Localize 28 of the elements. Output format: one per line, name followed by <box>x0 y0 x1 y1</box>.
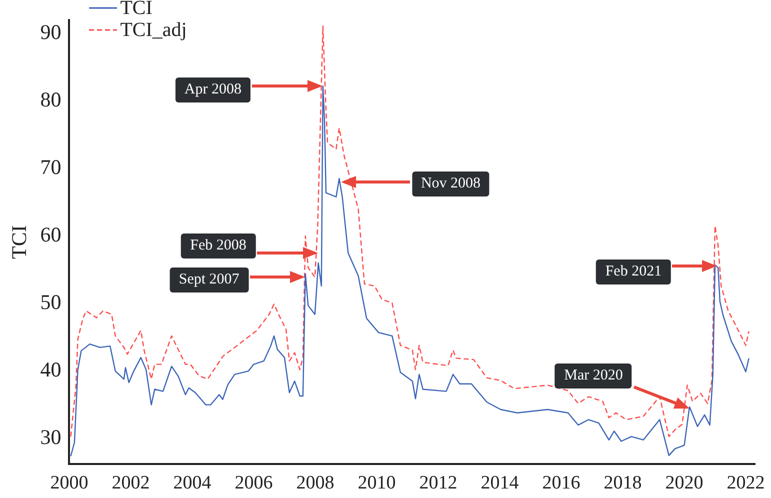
x-tick-label: 2010 <box>358 472 396 494</box>
y-tick-label: 70 <box>40 155 62 180</box>
y-tick-label: 30 <box>40 425 62 450</box>
legend-label: TCI <box>120 0 152 19</box>
callout-label: Sept 2007 <box>170 267 248 292</box>
y-tick-label: 60 <box>40 222 62 247</box>
x-tick-label: 2008 <box>296 472 334 494</box>
y-tick-label: 90 <box>40 20 62 44</box>
callout-label: Apr 2008 <box>175 78 250 103</box>
x-tick-label: 2004 <box>173 472 212 494</box>
y-tick-label: 40 <box>40 358 62 382</box>
callout-label: Mar 2020 <box>555 364 632 389</box>
x-tick-label: 2016 <box>542 472 580 494</box>
callout-label: Nov 2008 <box>412 172 490 197</box>
callout-label: Feb 2008 <box>181 233 256 258</box>
y-tick-label: 80 <box>40 88 62 112</box>
x-tick-label: 2002 <box>112 472 150 494</box>
x-tick-label: 2006 <box>234 472 273 494</box>
y-axis-title: TCI <box>7 225 32 260</box>
x-tick-label: 2018 <box>604 472 642 494</box>
y-tick-label: 50 <box>40 290 62 314</box>
x-tick-label: 2014 <box>480 472 520 494</box>
x-tick-label: 2020 <box>665 472 704 494</box>
x-tick-label: 2000 <box>50 472 88 494</box>
legend-label: TCI_adj <box>120 19 187 41</box>
x-tick-label: 2022 <box>726 472 765 494</box>
x-tick-label: 2012 <box>419 472 458 494</box>
callout-label: Feb 2021 <box>596 260 671 285</box>
